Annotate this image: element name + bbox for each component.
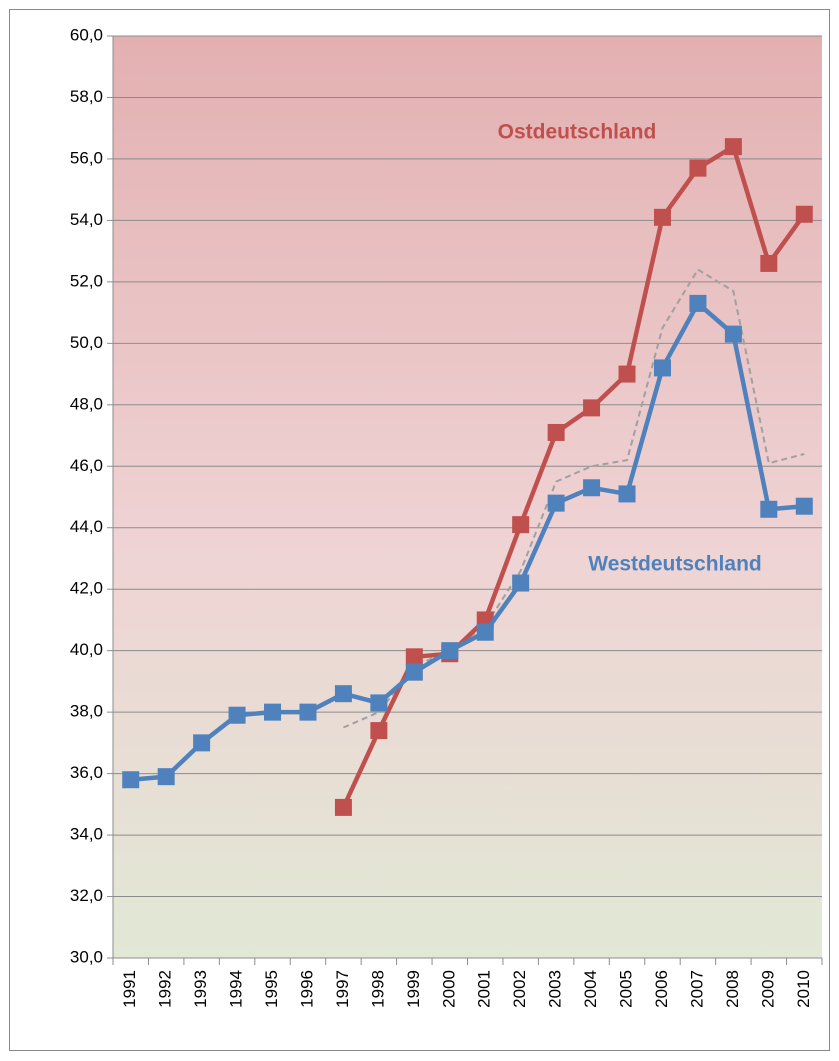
marker	[299, 703, 317, 721]
y-tick-label: 30,0	[70, 947, 103, 966]
y-tick-label: 60,0	[70, 25, 103, 44]
x-tick-label: 1992	[156, 970, 175, 1008]
marker	[370, 694, 388, 712]
marker	[228, 706, 246, 724]
x-tick-label: 1997	[333, 970, 352, 1008]
marker	[122, 771, 140, 789]
annotation: Westdeutschland	[588, 553, 761, 576]
x-tick-label: 1993	[191, 970, 210, 1008]
marker	[334, 685, 352, 703]
x-tick-label: 1998	[368, 970, 387, 1008]
x-tick-label: 2008	[723, 970, 742, 1008]
marker	[583, 399, 601, 417]
marker	[334, 798, 352, 816]
x-tick-label: 2004	[581, 970, 600, 1008]
y-tick-label: 58,0	[70, 87, 103, 106]
marker	[512, 516, 530, 534]
marker	[583, 479, 601, 497]
marker	[724, 138, 742, 156]
y-tick-label: 34,0	[70, 825, 103, 844]
marker	[547, 423, 565, 441]
marker	[512, 574, 530, 592]
x-tick-label: 2003	[546, 970, 565, 1008]
y-tick-label: 46,0	[70, 456, 103, 475]
x-tick-label: 2010	[794, 970, 813, 1008]
marker	[476, 623, 494, 641]
marker	[689, 294, 707, 312]
y-tick-label: 54,0	[70, 210, 103, 229]
marker	[795, 497, 813, 515]
x-tick-label: 1994	[227, 970, 246, 1008]
marker	[653, 359, 671, 377]
marker	[441, 642, 459, 660]
x-tick-label: 1996	[297, 970, 316, 1008]
marker	[405, 663, 423, 681]
marker	[264, 703, 282, 721]
marker	[157, 768, 175, 786]
y-tick-label: 36,0	[70, 763, 103, 782]
x-tick-label: 2009	[758, 970, 777, 1008]
marker	[653, 208, 671, 226]
marker	[370, 722, 388, 740]
y-tick-label: 40,0	[70, 640, 103, 659]
marker	[193, 734, 211, 752]
marker	[760, 500, 778, 518]
y-tick-label: 42,0	[70, 579, 103, 598]
marker	[795, 205, 813, 223]
marker	[547, 494, 565, 512]
y-tick-label: 50,0	[70, 333, 103, 352]
y-tick-label: 38,0	[70, 702, 103, 721]
marker	[760, 254, 778, 272]
plot-area	[113, 36, 822, 958]
x-tick-label: 2005	[617, 970, 636, 1008]
y-tick-label: 56,0	[70, 148, 103, 167]
x-tick-label: 1995	[262, 970, 281, 1008]
x-tick-label: 1999	[404, 970, 423, 1008]
x-tick-label: 2000	[439, 970, 458, 1008]
marker	[618, 365, 636, 383]
x-tick-label: 2002	[510, 970, 529, 1008]
marker	[405, 648, 423, 666]
x-tick-label: 2001	[475, 970, 494, 1008]
y-tick-label: 52,0	[70, 271, 103, 290]
marker	[724, 325, 742, 343]
y-tick-label: 48,0	[70, 394, 103, 413]
annotation: Ostdeutschland	[498, 121, 657, 144]
marker	[689, 159, 707, 177]
y-tick-label: 44,0	[70, 517, 103, 536]
x-tick-label: 1991	[120, 970, 139, 1008]
y-tick-label: 32,0	[70, 886, 103, 905]
marker	[618, 485, 636, 503]
x-tick-label: 2006	[652, 970, 671, 1008]
x-tick-label: 2007	[687, 970, 706, 1008]
